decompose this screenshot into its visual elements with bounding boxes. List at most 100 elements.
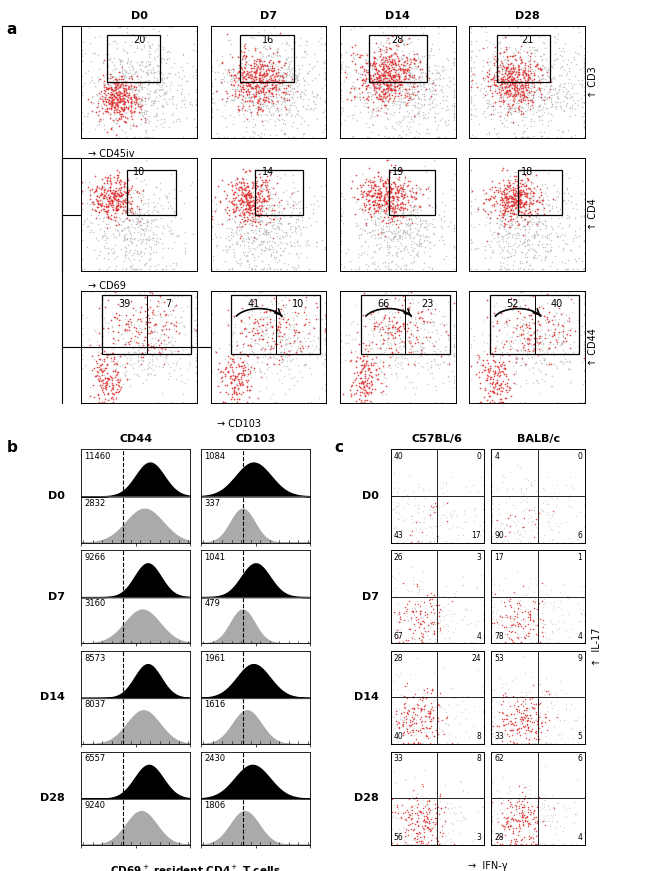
Point: [406, 189, 417, 203]
Point: [147, 205, 157, 219]
Point: [261, 311, 271, 325]
Point: [401, 578, 411, 592]
Point: [102, 377, 112, 391]
Point: [88, 198, 98, 212]
Point: [493, 342, 504, 356]
Point: [119, 102, 129, 116]
Point: [112, 203, 123, 217]
Point: [386, 817, 396, 831]
Point: [95, 352, 105, 366]
Point: [166, 294, 177, 308]
Point: [105, 67, 116, 81]
Point: [434, 714, 444, 728]
Point: [418, 621, 428, 635]
Point: [518, 726, 528, 739]
Point: [252, 350, 263, 364]
Point: [432, 730, 443, 744]
Point: [493, 709, 504, 723]
Point: [276, 375, 287, 389]
Point: [235, 181, 246, 195]
Point: [514, 192, 525, 206]
Point: [407, 68, 417, 82]
Point: [122, 86, 132, 100]
Point: [536, 717, 546, 731]
Point: [381, 75, 391, 89]
Point: [458, 785, 469, 799]
Point: [406, 92, 417, 106]
Point: [387, 56, 397, 70]
Point: [320, 324, 330, 338]
Point: [398, 201, 409, 215]
Point: [375, 73, 385, 87]
Point: [427, 599, 437, 613]
Point: [538, 482, 549, 496]
Point: [502, 316, 512, 330]
Point: [417, 69, 427, 83]
Point: [504, 84, 515, 98]
Point: [494, 719, 504, 733]
Point: [487, 78, 497, 92]
Point: [122, 220, 132, 234]
Point: [488, 813, 498, 827]
Point: [282, 313, 293, 327]
Point: [216, 72, 227, 86]
Point: [389, 230, 399, 244]
Point: [116, 242, 126, 256]
Point: [125, 64, 135, 78]
Point: [416, 806, 426, 820]
Point: [519, 60, 529, 74]
Point: [419, 220, 430, 234]
Point: [540, 715, 550, 729]
Point: [233, 49, 243, 63]
Point: [561, 90, 571, 104]
Point: [263, 226, 273, 240]
Point: [407, 67, 417, 81]
Point: [556, 334, 566, 348]
Point: [105, 107, 115, 121]
Point: [120, 206, 130, 220]
Point: [359, 388, 370, 402]
Point: [255, 96, 265, 110]
Point: [250, 163, 261, 177]
Point: [386, 514, 396, 528]
Point: [164, 335, 174, 349]
Point: [383, 323, 393, 337]
Point: [254, 199, 264, 213]
Point: [396, 78, 407, 91]
Point: [239, 210, 250, 224]
Point: [253, 187, 263, 201]
Point: [117, 85, 127, 99]
Point: [512, 834, 523, 848]
Point: [124, 337, 135, 351]
Point: [133, 226, 144, 240]
Point: [392, 485, 402, 499]
Point: [550, 30, 560, 44]
Point: [471, 618, 481, 632]
Point: [131, 199, 142, 213]
Point: [487, 315, 497, 329]
Point: [80, 66, 90, 80]
Point: [526, 93, 536, 107]
Point: [526, 813, 537, 827]
Point: [100, 78, 110, 91]
Point: [442, 484, 452, 498]
Point: [97, 329, 107, 343]
Point: [246, 30, 256, 44]
Point: [578, 114, 589, 128]
Point: [449, 84, 460, 98]
Point: [528, 95, 538, 109]
Point: [140, 309, 151, 323]
Point: [144, 42, 155, 56]
Point: [255, 71, 266, 84]
Point: [274, 345, 285, 359]
Point: [503, 682, 514, 696]
Point: [351, 262, 361, 276]
Point: [521, 179, 532, 193]
Point: [122, 45, 133, 59]
Point: [493, 621, 503, 635]
Point: [396, 51, 407, 65]
Point: [102, 105, 112, 118]
Point: [395, 20, 406, 34]
Point: [478, 523, 488, 537]
Point: [424, 721, 434, 735]
